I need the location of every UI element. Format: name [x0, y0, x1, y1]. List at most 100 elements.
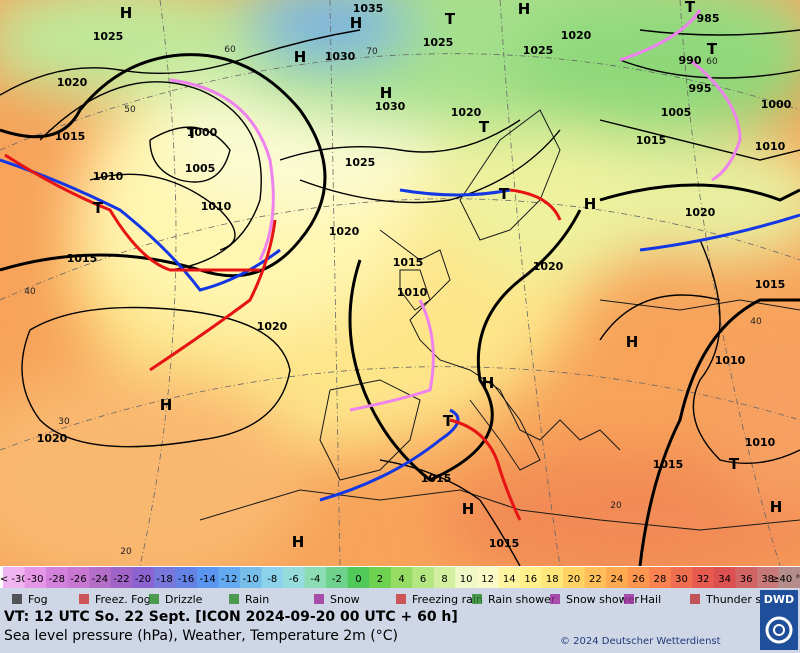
colorbar-cell	[283, 567, 306, 588]
pressure-label: 1030	[325, 50, 356, 63]
colorbar-cell	[110, 567, 133, 588]
pressure-center: H	[292, 533, 305, 551]
pressure-label: 1020	[451, 106, 482, 119]
pressure-label: 995	[689, 82, 712, 95]
pressure-label: 1015	[67, 252, 98, 265]
colorbar-cell	[713, 567, 736, 588]
pressure-center: T	[445, 10, 456, 28]
description: Sea level pressure (hPa), Weather, Tempe…	[4, 628, 398, 644]
pressure-label: 1015	[393, 256, 424, 269]
legend-symbol	[229, 594, 239, 604]
pressure-center: H	[584, 195, 597, 213]
colorbar-label: -24	[92, 574, 108, 585]
map: 1035 1025 1025 1025 1020 985 990 995 1000 1005 101…	[0, 0, 800, 566]
temperature-label: 20	[610, 501, 622, 511]
temperature-label: 70	[366, 47, 378, 57]
isobars	[0, 29, 800, 566]
temperature-label: 40	[24, 287, 36, 297]
colorbar-label: -18	[156, 574, 172, 585]
colorbar-cell	[132, 567, 155, 588]
legend-label: Rain shower	[488, 593, 556, 606]
colorbar-cell	[519, 567, 543, 588]
legend-label: Freezing rain	[412, 593, 483, 606]
colorbar-cell	[756, 567, 779, 588]
colorbar-cell	[584, 567, 607, 588]
legend-symbol	[149, 594, 159, 604]
temperature-label: 20	[120, 547, 132, 557]
colorbar-label: -26	[70, 574, 86, 585]
colorbar-label: -10	[243, 574, 259, 585]
colorbar-cell	[455, 567, 478, 588]
pressure-label: 1005	[661, 106, 692, 119]
pressure-label: 1030	[375, 100, 406, 113]
pressure-center: H	[482, 374, 495, 392]
pressure-center: T	[187, 124, 198, 142]
pressure-label: 1000	[187, 126, 218, 139]
pressure-label: 1015	[489, 537, 520, 550]
colorbar-label: 8	[441, 574, 447, 585]
colorbar-label: 0	[355, 574, 361, 585]
pressure-label: 1015	[55, 130, 86, 143]
colorbar: < -30 -30 -28 -26 -24 -22 -20 -18 -16 -14 -12 -10 -8…	[0, 567, 800, 588]
colorbar-label: 4	[398, 574, 404, 585]
colorbar-cell	[3, 567, 26, 588]
pressure-center: T	[443, 412, 454, 430]
pressure-label: 990	[679, 54, 702, 67]
fronts	[0, 9, 800, 521]
colorbar-cell	[89, 567, 112, 588]
pressure-center: H	[770, 498, 783, 516]
valid-time: VT: 12 UTC So. 22 Sept. [ICON 2024-09-20…	[4, 609, 458, 625]
pressure-center: H	[626, 333, 639, 351]
colorbar-cell	[347, 567, 370, 588]
temperature-label: 40	[750, 317, 762, 327]
colorbar-label: -22	[113, 574, 129, 585]
legend-label: Snow	[330, 593, 360, 606]
pressure-label: 1015	[636, 134, 667, 147]
pressure-label: 1025	[423, 36, 454, 49]
dwd-logo: DWD	[760, 590, 798, 650]
pressure-center: T	[685, 0, 696, 16]
logo-text: DWD	[764, 593, 794, 606]
colorbar-label: 2	[377, 574, 383, 585]
pressure-center: H	[120, 4, 133, 22]
pressure-label: 1025	[523, 44, 554, 57]
colorbar-label: 34	[718, 574, 731, 585]
pressure-center: H	[294, 48, 307, 66]
colorbar-label: -12	[221, 574, 237, 585]
colorbar-label: 14	[503, 574, 516, 585]
colorbar-label: 22	[589, 574, 602, 585]
pressure-label: 1020	[685, 206, 716, 219]
colorbar-cell	[627, 567, 650, 588]
colorbar-cell	[369, 567, 392, 588]
pressure-label: 1010	[397, 286, 428, 299]
colorbar-cell	[649, 567, 672, 588]
temperature-label: 50	[124, 105, 136, 115]
pressure-label: 1010	[755, 140, 786, 153]
pressure-label: 1020	[561, 29, 592, 42]
pressure-center: T	[729, 455, 740, 473]
pressure-label: 1000	[761, 98, 792, 111]
colorbar-label: 32	[697, 574, 710, 585]
pressure-center: H	[380, 84, 393, 102]
pressure-label: 1015	[421, 472, 452, 485]
pressure-label: 1015	[755, 278, 786, 291]
colorbar-cell	[196, 567, 219, 588]
temperature-label: 30	[58, 417, 70, 427]
colorbar-cell	[304, 567, 327, 588]
colorbar-cell	[390, 567, 413, 588]
legend-label: Drizzle	[165, 593, 203, 606]
pressure-label: 1005	[185, 162, 216, 175]
pressure-label: 1020	[37, 432, 68, 445]
colorbar-label: -14	[199, 574, 215, 585]
pressure-center: H	[462, 500, 475, 518]
colorbar-label: -2	[332, 574, 342, 585]
colorbar-label: -16	[178, 574, 194, 585]
colorbar-cell	[563, 567, 586, 588]
colorbar-cell	[778, 567, 800, 588]
colorbar-cell	[735, 567, 758, 588]
pressure-label: 1035	[353, 2, 384, 15]
legend-symbol	[314, 594, 324, 604]
colorbar-cell	[541, 567, 564, 588]
